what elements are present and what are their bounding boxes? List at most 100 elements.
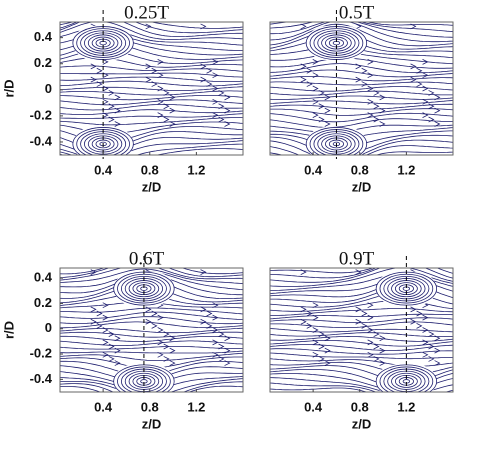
arrow — [361, 81, 368, 87]
panel: 0.5T 0.4 0.8 1.2 z/D — [269, 2, 454, 194]
streamline — [60, 268, 243, 281]
y-tick-label: -0.2 — [30, 345, 52, 360]
arrow — [212, 314, 219, 321]
arrow — [200, 269, 207, 275]
frame — [59, 21, 244, 156]
streamline — [60, 311, 243, 320]
vortex-loop — [117, 366, 171, 392]
arrow — [224, 347, 231, 354]
arrow — [434, 107, 441, 114]
streamline — [270, 268, 453, 287]
streamline — [60, 321, 243, 329]
streamline — [270, 69, 453, 78]
arrow — [300, 306, 307, 313]
arrow — [169, 360, 176, 366]
arrow — [379, 335, 386, 342]
arrow — [102, 314, 109, 321]
arrow — [318, 90, 325, 96]
arrow — [114, 107, 121, 114]
streamline — [60, 72, 243, 78]
arrow — [157, 112, 164, 118]
arrow — [145, 318, 152, 325]
arrow — [428, 103, 435, 110]
arrow — [169, 335, 176, 342]
arrow — [212, 98, 219, 105]
arrow — [318, 103, 325, 110]
arrow — [212, 351, 219, 358]
arrow — [157, 59, 164, 65]
arrow — [361, 67, 368, 74]
arrow — [379, 94, 386, 101]
y-tick-label: 0 — [45, 320, 52, 335]
streamline — [270, 335, 453, 342]
arrow — [224, 107, 231, 114]
streamline — [270, 103, 453, 110]
streamline — [60, 378, 243, 392]
streamlines — [270, 22, 453, 155]
frame — [59, 267, 244, 393]
arrow — [145, 23, 152, 30]
streamline — [60, 307, 243, 315]
arrow — [224, 94, 231, 101]
streamline — [270, 344, 453, 351]
arrow — [300, 76, 307, 83]
streamline — [60, 95, 243, 101]
arrow — [434, 360, 441, 366]
arrow — [224, 335, 231, 342]
arrow — [355, 23, 362, 30]
arrow — [102, 98, 109, 105]
x-axis-label: z/D — [352, 179, 372, 194]
vortex-loop — [95, 139, 111, 149]
panel-title: 0.9T — [339, 248, 375, 269]
arrow — [218, 103, 225, 110]
arrow — [422, 339, 429, 346]
arrow — [434, 94, 441, 101]
arrow — [151, 323, 158, 329]
arrow — [218, 90, 225, 96]
arrow — [206, 67, 213, 74]
vortex-loop — [72, 127, 134, 155]
arrow — [434, 121, 441, 127]
arrow — [300, 318, 307, 325]
streamline — [60, 90, 243, 96]
y-tick-label: 0 — [45, 81, 52, 96]
arrow — [218, 356, 225, 362]
streamline — [60, 22, 243, 37]
arrow — [163, 103, 170, 110]
arrow — [312, 314, 319, 321]
arrow — [373, 356, 380, 362]
frame — [269, 267, 454, 393]
vortex-bg — [306, 26, 367, 61]
arrow — [108, 331, 115, 337]
arrow — [200, 76, 207, 83]
y-tick-label: 0.2 — [34, 295, 52, 310]
arrow — [157, 314, 164, 321]
panel: 0.25T 0.4 0.8 1.2 0.4 0.2 0 -0.2 -0.4 z/D r/D — [1, 2, 244, 194]
arrow — [428, 331, 435, 337]
streamline — [270, 108, 453, 116]
streamline — [60, 335, 243, 342]
arrow — [151, 81, 158, 87]
arrow — [96, 81, 103, 87]
arrow — [306, 323, 313, 329]
arrow — [367, 85, 374, 92]
vortex-loop — [379, 366, 434, 392]
arrow — [163, 331, 170, 337]
arrow — [212, 327, 219, 333]
streamline — [270, 90, 453, 96]
arrow — [114, 347, 121, 354]
streamline — [270, 387, 368, 392]
arrow — [318, 343, 325, 350]
vortex-loop — [317, 133, 356, 155]
streamline — [60, 86, 243, 91]
x-axis-label: z/D — [142, 416, 162, 431]
arrow — [416, 81, 423, 87]
arrow — [367, 98, 374, 105]
y-tick-label: -0.4 — [30, 371, 53, 386]
streamline — [270, 76, 453, 82]
arrow — [367, 112, 374, 118]
streamline — [270, 86, 453, 92]
arrow — [224, 121, 231, 127]
arrow — [422, 98, 429, 105]
arrow — [367, 72, 374, 79]
